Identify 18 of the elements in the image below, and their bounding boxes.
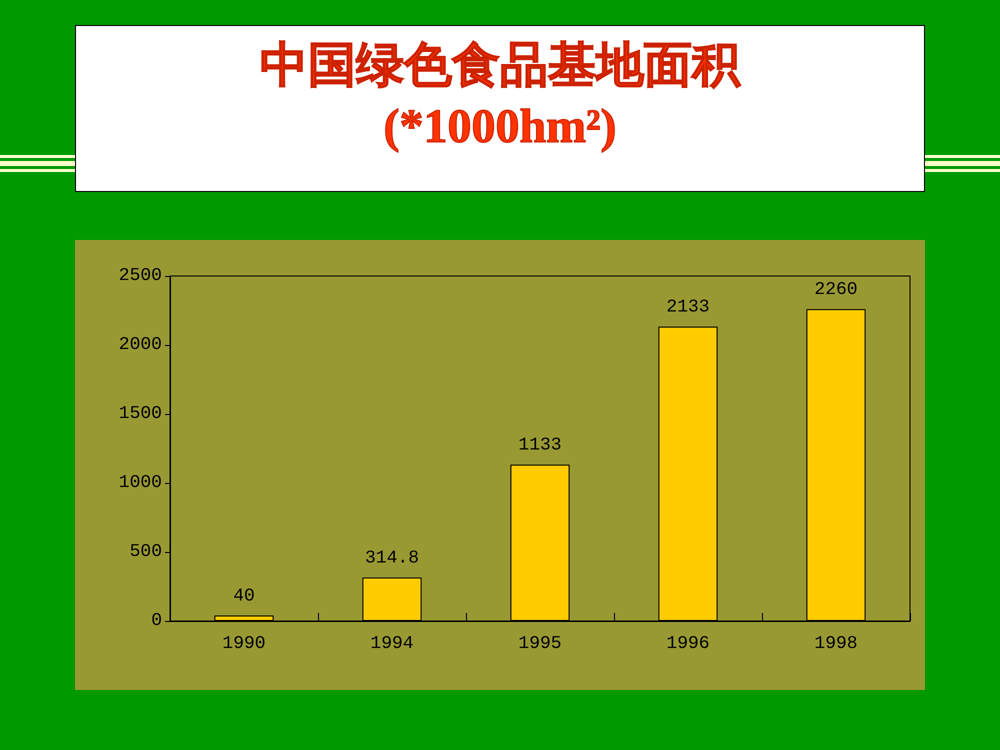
data-label: 40 (233, 586, 255, 606)
x-tick-label: 1998 (814, 634, 858, 654)
y-tick-label: 2000 (118, 335, 162, 355)
x-tick-label: 1994 (370, 634, 414, 654)
data-label: 1133 (518, 436, 562, 456)
chart-title: 中国绿色食品基地面积 (259, 36, 742, 95)
y-tick-label: 1000 (118, 473, 162, 493)
y-tick-label: 2500 (118, 266, 162, 286)
x-tick-label: 1996 (666, 634, 710, 654)
y-tick-label: 500 (130, 542, 162, 562)
chart-subtitle: (*1000hm²) (382, 99, 618, 155)
x-tick-label: 1990 (222, 634, 266, 654)
y-tick-label: 1500 (118, 404, 162, 424)
y-tick-label: 0 (151, 611, 162, 631)
data-label: 2133 (666, 298, 710, 318)
data-label: 2260 (814, 280, 858, 300)
data-label: 314.8 (364, 548, 420, 569)
x-tick-label: 1995 (518, 634, 562, 654)
